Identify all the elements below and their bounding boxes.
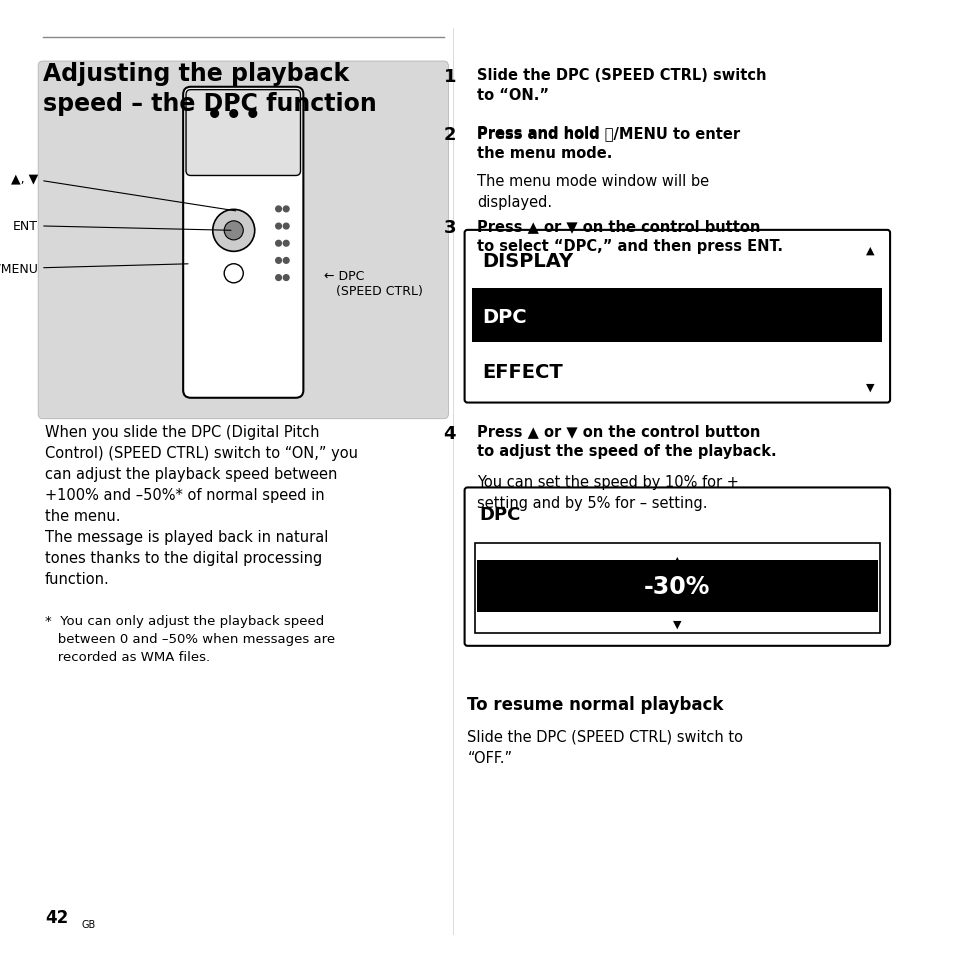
- Circle shape: [230, 111, 237, 118]
- Text: Adjusting the playback
speed – the DPC function: Adjusting the playback speed – the DPC f…: [43, 62, 376, 115]
- Circle shape: [283, 241, 289, 247]
- Text: ← DPC
   (SPEED CTRL): ← DPC (SPEED CTRL): [324, 270, 423, 297]
- FancyBboxPatch shape: [186, 91, 300, 176]
- Circle shape: [275, 258, 281, 264]
- Text: DISPLAY: DISPLAY: [481, 252, 573, 271]
- Circle shape: [283, 207, 289, 213]
- Circle shape: [213, 211, 254, 253]
- Text: 3: 3: [443, 219, 456, 237]
- Text: Press ▲ or ▼ on the control button
to select “DPC,” and then press ENT.: Press ▲ or ▼ on the control button to se…: [476, 219, 782, 253]
- Text: Press and hold ⎙/MENU to enter
the menu mode.: Press and hold ⎙/MENU to enter the menu …: [476, 126, 740, 160]
- Text: 1: 1: [443, 68, 456, 86]
- Text: The menu mode window will be
displayed.: The menu mode window will be displayed.: [476, 173, 708, 210]
- Circle shape: [275, 207, 281, 213]
- Circle shape: [224, 265, 243, 284]
- Text: 42: 42: [45, 908, 68, 926]
- FancyBboxPatch shape: [38, 62, 448, 419]
- Text: Slide the DPC (SPEED CTRL) switch
to “ON.”: Slide the DPC (SPEED CTRL) switch to “ON…: [476, 68, 765, 102]
- Text: ▲: ▲: [865, 245, 873, 254]
- FancyBboxPatch shape: [464, 488, 889, 646]
- Text: To resume normal playback: To resume normal playback: [467, 696, 723, 714]
- Bar: [475, 543, 879, 634]
- Circle shape: [283, 224, 289, 230]
- Text: Press ▲ or ▼ on the control button
to adjust the speed of the playback.: Press ▲ or ▼ on the control button to ad…: [476, 424, 776, 458]
- Text: *  You can only adjust the playback speed
   between 0 and –50% when messages ar: * You can only adjust the playback speed…: [45, 615, 335, 663]
- Bar: [472, 289, 882, 343]
- Circle shape: [275, 224, 281, 230]
- Text: You can set the speed by 10% for +
setting and by 5% for – setting.: You can set the speed by 10% for + setti…: [476, 475, 739, 511]
- Text: Slide the DPC (SPEED CTRL) switch to
“OFF.”: Slide the DPC (SPEED CTRL) switch to “OF…: [467, 729, 742, 765]
- Text: -30%: -30%: [643, 575, 710, 598]
- Circle shape: [283, 275, 289, 281]
- Text: ⎙/MENU: ⎙/MENU: [0, 263, 188, 275]
- FancyBboxPatch shape: [464, 231, 889, 403]
- FancyBboxPatch shape: [183, 88, 303, 398]
- Circle shape: [283, 258, 289, 264]
- Text: ▼: ▼: [673, 619, 680, 629]
- Text: ▼: ▼: [865, 383, 873, 393]
- Circle shape: [275, 275, 281, 281]
- Text: ▲, ▼: ▲, ▼: [10, 172, 235, 212]
- Text: EFFECT: EFFECT: [481, 363, 562, 382]
- Text: GB: GB: [81, 920, 95, 929]
- Text: Press and hold: Press and hold: [476, 126, 604, 141]
- Circle shape: [249, 111, 256, 118]
- Text: DPC: DPC: [481, 308, 526, 326]
- Text: When you slide the DPC (Digital Pitch
Control) (SPEED CTRL) switch to “ON,” you
: When you slide the DPC (Digital Pitch Co…: [45, 424, 357, 586]
- Circle shape: [224, 222, 243, 241]
- Text: 2: 2: [443, 126, 456, 144]
- Text: ENT: ENT: [13, 220, 231, 233]
- Bar: [476, 560, 877, 613]
- Circle shape: [275, 241, 281, 247]
- Text: 4: 4: [443, 424, 456, 442]
- Text: DPC: DPC: [478, 506, 519, 523]
- Text: ▲: ▲: [673, 555, 680, 564]
- Circle shape: [211, 111, 218, 118]
